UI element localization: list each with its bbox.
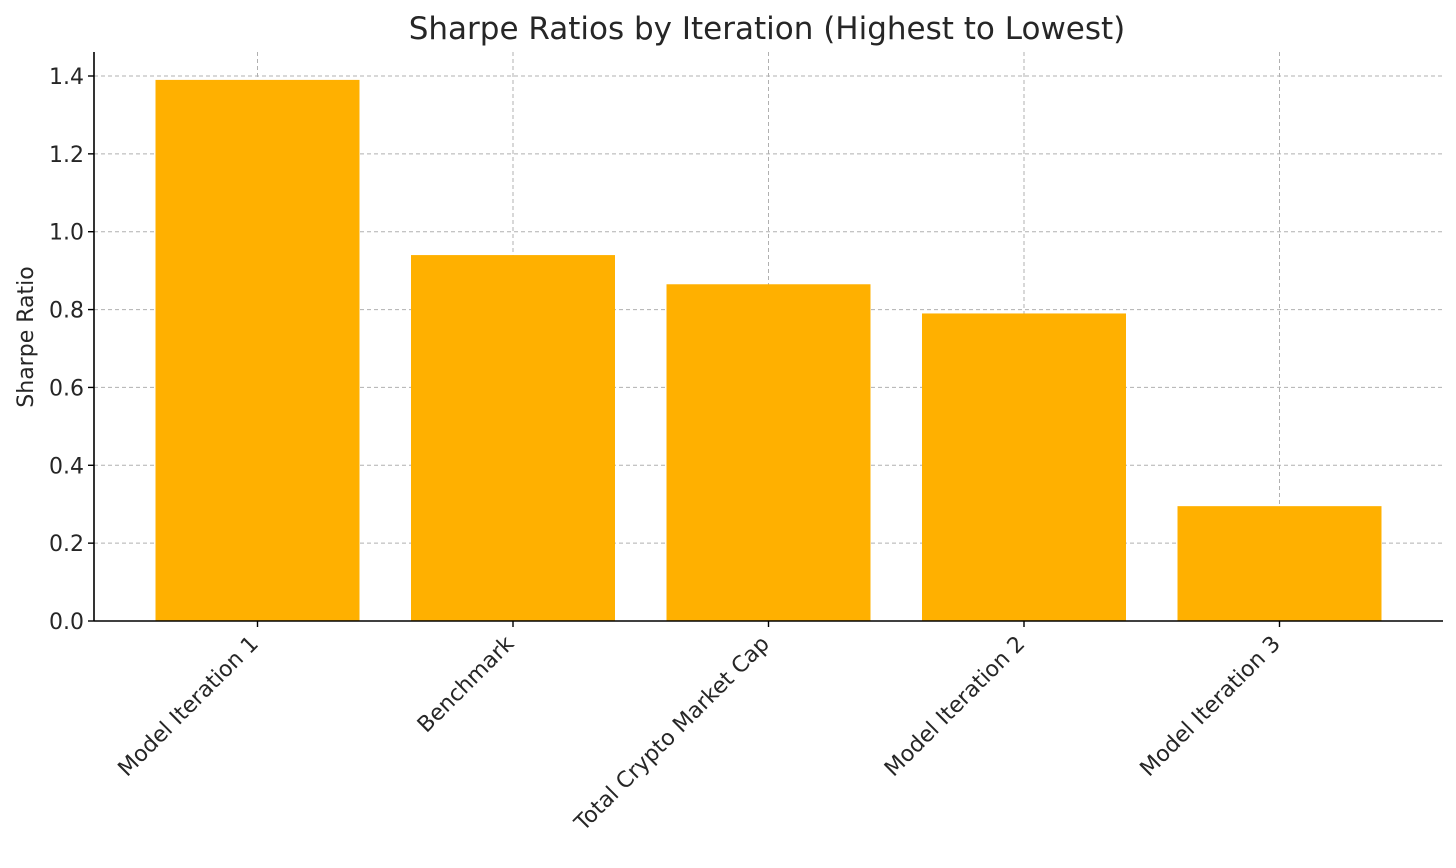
bar bbox=[1177, 506, 1382, 621]
y-tick-label: 1.2 bbox=[49, 143, 84, 168]
x-tick-label: Model Iteration 3 bbox=[1136, 632, 1286, 782]
y-tick-label: 1.4 bbox=[49, 65, 84, 90]
y-tick-label: 0.8 bbox=[49, 299, 84, 324]
y-tick-label: 0.6 bbox=[49, 376, 84, 401]
y-tick-label: 0.4 bbox=[49, 454, 84, 479]
x-tick-label: Model Iteration 1 bbox=[114, 632, 264, 782]
bar bbox=[666, 284, 871, 621]
y-tick-label: 1.0 bbox=[49, 221, 84, 246]
bar bbox=[155, 79, 360, 621]
x-tick-label: Total Crypto Market Cap bbox=[569, 632, 774, 837]
bar bbox=[922, 313, 1126, 621]
y-tick-label: 0.0 bbox=[49, 610, 84, 635]
x-tick-label: Model Iteration 2 bbox=[880, 632, 1030, 782]
bar bbox=[411, 255, 615, 622]
y-tick-label: 0.2 bbox=[49, 532, 84, 557]
x-tick-label: Benchmark bbox=[413, 631, 519, 737]
bar-layer bbox=[155, 79, 1382, 622]
chart-title: Sharpe Ratios by Iteration (Highest to L… bbox=[409, 11, 1126, 47]
y-axis-label: Sharpe Ratio bbox=[14, 266, 39, 407]
